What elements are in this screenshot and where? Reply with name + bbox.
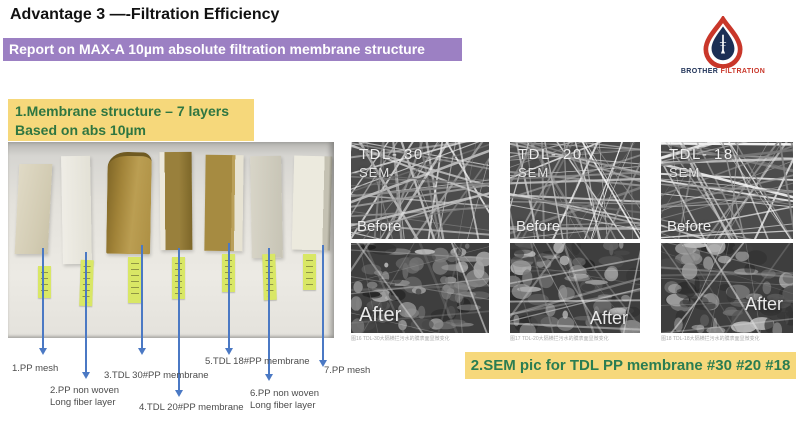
layer-label-7: 7.PP mesh	[324, 365, 371, 376]
membrane-heading-line2: Based on abs 10µm	[15, 122, 147, 138]
sample-strip-6	[250, 155, 283, 259]
layer-label-2: 2.PP non woven Long fiber layer	[50, 385, 120, 408]
layer-label-6: 6.PP non woven Long fiber layer	[250, 388, 320, 411]
droplet-logo-icon	[678, 16, 768, 68]
layer-arrow-7	[319, 245, 327, 367]
sem-after-image-tdl20: After	[510, 243, 640, 333]
before-label: Before	[357, 218, 402, 235]
sem-section-heading: 2.SEM pic for TDL PP membrane #30 #20 #1…	[465, 352, 796, 379]
sem-technique-label: SEM	[359, 165, 391, 180]
sem-caption: 图18 TDL-18大隔横拦污水的膜表面显微变化	[661, 336, 760, 342]
layer-arrow-5	[225, 243, 233, 355]
layer-arrow-1	[39, 248, 47, 355]
sample-strip-3	[106, 151, 152, 255]
sem-before-image-tdl20: TDL- 20 SEM Before	[510, 142, 640, 239]
layer-label-5: 5.TDL 18#PP membrane	[205, 356, 310, 367]
sample-strip-4	[159, 151, 193, 251]
after-label: After	[589, 308, 628, 328]
layer-arrow-6	[265, 248, 273, 381]
sem-after-image-tdl18: After	[661, 243, 793, 333]
sem-after-image-tdl30: After	[351, 243, 489, 333]
sem-model-label: TDL- 18	[669, 146, 734, 163]
sem-technique-label: SEM	[669, 165, 701, 180]
sample-tag	[303, 254, 316, 290]
sample-tag	[128, 257, 142, 303]
brand-name-primary: BROTHER	[680, 68, 719, 75]
sample-strip-5	[204, 154, 244, 252]
after-label: After	[744, 294, 783, 314]
layer-arrow-3	[138, 245, 146, 355]
sem-model-label: TDL- 30	[359, 146, 424, 163]
report-banner: Report on MAX-A 10µm absolute filtration…	[3, 38, 462, 61]
membrane-heading-line1: 1.Membrane structure – 7 layers	[15, 103, 229, 119]
sem-caption: 图17 TDL-20大隔横拦污水的膜表面显微变化	[510, 336, 609, 342]
before-label: Before	[667, 218, 712, 235]
layer-arrow-4	[175, 248, 183, 397]
sem-model-label: TDL- 20	[518, 146, 583, 163]
sem-before-image-tdl30: TDL- 30 SEM Before	[351, 142, 489, 239]
brand-name-secondary: FILTRATION	[720, 68, 766, 75]
sample-strip-1	[14, 164, 53, 254]
sample-strip-7	[291, 155, 333, 251]
sample-strip-2	[61, 155, 92, 265]
layer-label-4: 4.TDL 20#PP membrane	[139, 402, 244, 413]
sem-caption: 图16 TDL-30大隔横拦污水的膜表面显微变化	[351, 336, 450, 342]
sample-tag	[38, 266, 51, 298]
after-label: After	[359, 304, 402, 326]
sem-column-tdl20: TDL- 20 SEM Before After 图17 TDL-20大隔横拦污…	[510, 142, 640, 343]
sem-before-image-tdl18: TDL- 18 SEM Before	[661, 142, 793, 239]
before-label: Before	[516, 218, 561, 235]
layer-label-3: 3.TDL 30#PP membrane	[104, 370, 209, 381]
membrane-structure-heading: 1.Membrane structure – 7 layers Based on…	[8, 99, 254, 141]
brand-name: BROTHER FILTRATION	[678, 68, 768, 75]
membrane-layers-photo	[8, 142, 334, 338]
layer-label-1: 1.PP mesh	[12, 363, 59, 374]
sem-column-tdl30: TDL- 30 SEM Before After 图16 TDL-30大隔横拦污…	[351, 142, 489, 343]
sem-column-tdl18: TDL- 18 SEM Before After 图18 TDL-18大隔横拦污…	[661, 142, 793, 343]
sem-technique-label: SEM	[518, 165, 550, 180]
page-title: Advantage 3 —-Filtration Efficiency	[10, 6, 280, 23]
layer-arrow-2	[82, 252, 90, 379]
brand-logo: BROTHER FILTRATION	[678, 16, 768, 75]
